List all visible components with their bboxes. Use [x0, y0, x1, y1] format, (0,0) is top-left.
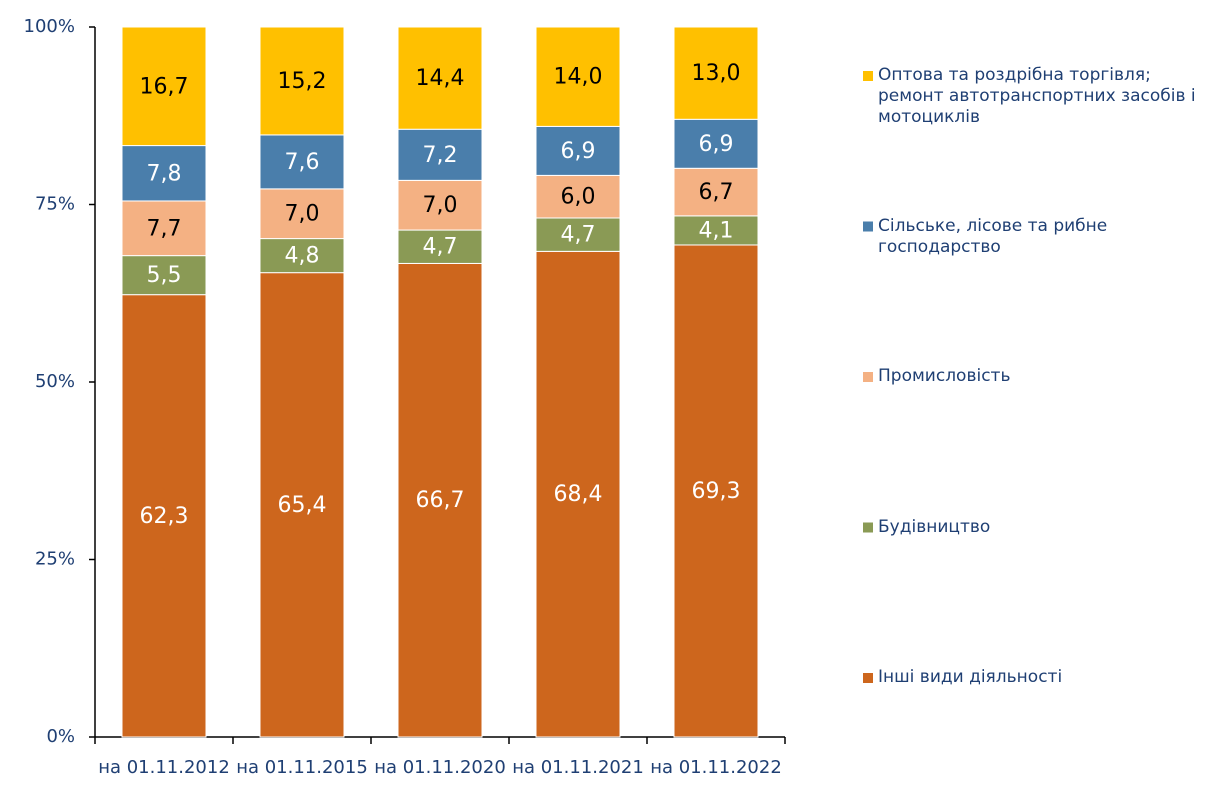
bar-segment	[121, 26, 207, 147]
data-label: 7,6	[285, 150, 320, 175]
legend-swatch	[863, 71, 873, 81]
data-label: 66,7	[416, 488, 465, 513]
y-tick-label: 50%	[35, 371, 75, 392]
bar-segment	[673, 244, 759, 738]
legend-swatch	[863, 673, 873, 683]
data-label: 7,0	[285, 202, 320, 227]
data-label: 14,4	[416, 66, 465, 91]
bar-segment	[535, 26, 621, 127]
bar-segment	[397, 128, 483, 181]
legend-label: Інші види діяльності	[878, 667, 1063, 687]
x-tick-label: на 01.11.2022	[650, 757, 782, 778]
data-label: 16,7	[140, 74, 189, 99]
legend-label: Промисловість	[878, 366, 1011, 386]
bar-segment	[397, 229, 483, 264]
data-label: 6,9	[561, 139, 596, 164]
data-label: 7,2	[423, 143, 458, 168]
x-tick-label: на 01.11.2021	[512, 757, 644, 778]
bar-segment	[397, 179, 483, 231]
data-label: 65,4	[278, 493, 327, 518]
data-label: 7,8	[147, 161, 182, 186]
bar-segment	[121, 145, 207, 202]
bar-segment	[535, 125, 621, 176]
legend-swatch	[863, 522, 873, 533]
bar-segment	[259, 272, 345, 738]
x-tick-label: на 01.11.2012	[98, 757, 230, 778]
bar-segment	[121, 255, 207, 296]
data-label: 4,7	[423, 235, 458, 260]
legend-swatch	[863, 221, 873, 232]
legend-label: Оптова та роздрібна торгівля; ремонт авт…	[878, 65, 1196, 127]
bar-segment	[397, 26, 483, 130]
data-label: 6,9	[699, 132, 734, 157]
bar-segment	[259, 26, 345, 136]
data-label: 69,3	[692, 479, 741, 504]
bar-segment	[121, 200, 207, 257]
bar-segment	[673, 118, 759, 169]
data-label: 7,7	[147, 216, 182, 241]
y-tick-label: 100%	[24, 16, 75, 37]
bar-segment	[535, 250, 621, 738]
bar-segment	[673, 26, 759, 120]
bar-segment	[259, 188, 345, 240]
data-label: 13,0	[692, 61, 741, 86]
bar-segment	[535, 174, 621, 219]
data-label: 4,1	[699, 218, 734, 243]
legend-label: Сільське, лісове та рибне господарство	[878, 215, 1108, 257]
legend-swatch	[863, 372, 873, 382]
bar-segment	[397, 262, 483, 738]
data-label: 15,2	[278, 69, 327, 94]
bar-segment	[259, 134, 345, 190]
data-label: 7,0	[423, 193, 458, 218]
legend-label: Будівництво	[878, 516, 991, 537]
data-label: 14,0	[554, 65, 603, 90]
data-label: 6,7	[699, 180, 734, 205]
data-label: 4,7	[561, 223, 596, 248]
y-tick-label: 0%	[46, 726, 75, 747]
bar-segment	[121, 294, 207, 738]
data-label: 68,4	[554, 482, 603, 507]
bar-segment	[673, 215, 759, 246]
data-label: 62,3	[140, 504, 189, 529]
data-label: 6,0	[561, 185, 596, 210]
y-tick-label: 75%	[35, 194, 75, 215]
data-label: 4,8	[285, 244, 320, 269]
x-tick-label: на 01.11.2020	[374, 757, 506, 778]
x-tick-label: на 01.11.2015	[236, 757, 368, 778]
data-label: 5,5	[147, 263, 182, 288]
y-tick-label: 25%	[35, 549, 75, 570]
bar-segment	[259, 238, 345, 274]
